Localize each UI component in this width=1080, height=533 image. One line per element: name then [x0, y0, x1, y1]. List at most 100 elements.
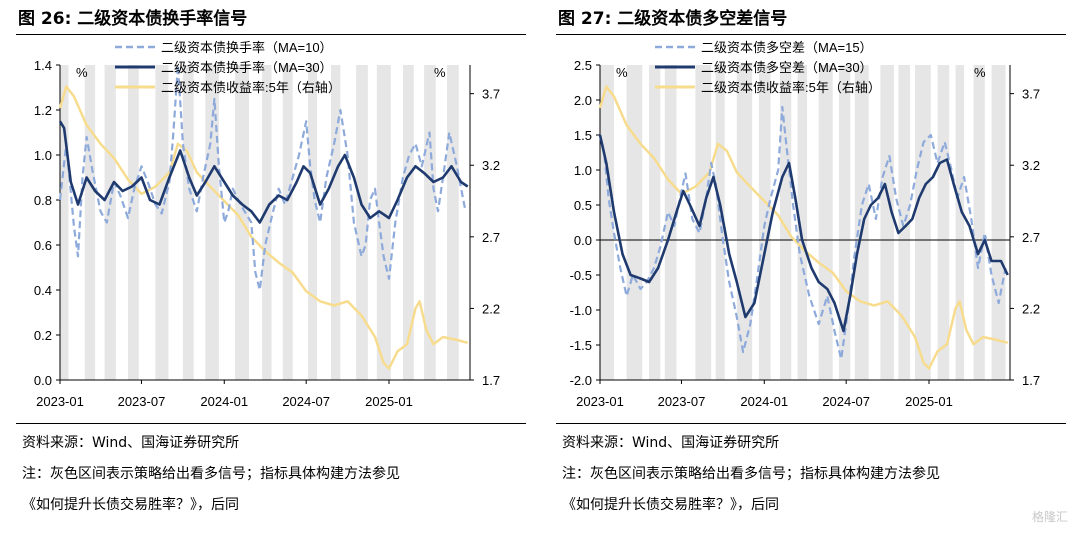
left-tick-label: 1.0	[574, 163, 592, 178]
left-tick-label: -1.0	[570, 303, 592, 318]
method-note-line2: 《如何提升长债交易胜率？》，后同	[562, 497, 779, 513]
figure-title-text: 二级资本债换手率信号	[77, 9, 248, 29]
shaded-period-15	[915, 65, 931, 380]
right-tick-label: 2.7	[1022, 230, 1040, 245]
turnover-chart: 0.0 0.2 0.4 0.6 0.8 1.0 1.2 1.4 1.7 2.2 2.7 3.2 3.7 2…	[34, 40, 500, 409]
right-tick-label: 3.7	[1022, 87, 1040, 102]
right-tick-label: 2.2	[1022, 301, 1040, 316]
shaded-period-5	[715, 65, 725, 380]
x-tick-label: 2023-01	[36, 394, 84, 409]
series-line-long	[58, 120, 469, 224]
right-tick-label: 3.7	[482, 87, 500, 102]
shaded-period-14	[898, 65, 911, 380]
figure-26-panel: 图 26: 二级资本债换手率信号 0.0 0.2 0.4 0.6 0.8 1.0 1.2 1.…	[16, 4, 526, 513]
x-tick-label: 2024-01	[740, 394, 788, 409]
x-tick-label: 2025-01	[365, 394, 413, 409]
title-rule-bottom	[16, 423, 526, 424]
x-tick-label: 2024-07	[822, 394, 870, 409]
source-note: 资料来源：Wind、国海证券研究所	[22, 435, 240, 451]
shaded-period-10	[818, 65, 833, 380]
series-line-short	[598, 105, 1007, 361]
right-tick-label: 3.2	[1022, 158, 1040, 173]
series-line-short	[58, 63, 467, 292]
shaded-period-0	[600, 65, 614, 380]
right-tick-label: 3.2	[482, 158, 500, 173]
left-tick-label: -2.0	[570, 373, 592, 388]
shaded-period-18	[973, 65, 985, 380]
legend-label-long: 二级资本债换手率（MA=30）	[161, 60, 333, 75]
title-rule-top	[16, 34, 526, 35]
right-unit-label: %	[974, 65, 986, 80]
legend-label-long: 二级资本债多空差（MA=30）	[701, 60, 873, 75]
shaded-period-6	[205, 65, 219, 380]
series-line-long	[598, 134, 1009, 333]
shaded-period-3	[127, 65, 139, 380]
shaded-period-0	[60, 65, 69, 380]
shaded-period-11	[330, 65, 341, 380]
shaded-period-12	[356, 65, 368, 380]
shaded-period-16	[937, 65, 950, 380]
x-tick-label: 2025-01	[905, 394, 953, 409]
left-tick-label: 0.4	[34, 283, 52, 298]
figure-title: 图 26: 二级资本债换手率信号	[18, 4, 247, 29]
right-tick-label: 1.7	[482, 373, 500, 388]
left-tick-label: 2.0	[574, 93, 592, 108]
watermark: 格隆汇	[1031, 510, 1068, 524]
shaded-period-4	[155, 65, 169, 380]
shaded-period-1	[84, 65, 96, 380]
shaded-period-8	[780, 65, 792, 380]
method-note-line1: 注：灰色区间表示策略给出看多信号；指标具体构建方法参见	[562, 466, 940, 482]
shaded-period-4	[695, 65, 712, 380]
shaded-period-5	[182, 65, 194, 380]
shaded-period-17	[955, 65, 965, 380]
shaded-period-15	[424, 65, 436, 380]
left-unit-label: %	[616, 65, 628, 80]
left-tick-label: 0.0	[574, 233, 592, 248]
source-note: 资料来源：Wind、国海证券研究所	[562, 435, 780, 451]
shaded-period-6	[736, 65, 753, 380]
x-tick-label: 2024-07	[282, 394, 330, 409]
legend-label-short: 二级资本债换手率（MA=10）	[161, 40, 333, 55]
x-tick-label: 2023-07	[118, 394, 166, 409]
left-tick-label: 1.5	[574, 128, 592, 143]
legend: 二级资本债多空差（MA=15） 二级资本债多空差（MA=30） 二级资本债收益率:5…	[655, 40, 881, 95]
right-tick-label: 2.2	[482, 301, 500, 316]
figure-label: 图 26:	[18, 9, 72, 29]
shaded-period-9	[282, 65, 293, 380]
left-tick-label: 0.0	[34, 373, 52, 388]
legend-label-yield: 二级资本债收益率:5年（右轴）	[701, 80, 881, 95]
x-tick-label: 2023-07	[658, 394, 706, 409]
legend-label-short: 二级资本债多空差（MA=15）	[701, 40, 873, 55]
legend: 二级资本债换手率（MA=10） 二级资本债换手率（MA=30） 二级资本债收益率:5…	[115, 40, 341, 95]
shaded-period-14	[402, 65, 414, 380]
legend-label-yield: 二级资本债收益率:5年（右轴）	[161, 80, 341, 95]
shaded-period-1	[626, 65, 643, 380]
left-tick-label: -0.5	[570, 268, 592, 283]
shaded-period-3	[664, 65, 677, 380]
series-line-yield	[58, 85, 469, 370]
shaded-period-10	[307, 65, 317, 380]
left-tick-label: 1.2	[34, 103, 52, 118]
x-tick-label: 2024-01	[200, 394, 248, 409]
shaded-period-2	[104, 65, 116, 380]
title-rule-top	[556, 34, 1066, 35]
shaded-period-2	[649, 65, 661, 380]
left-tick-label: 2.5	[574, 58, 592, 73]
left-tick-label: -1.5	[570, 338, 592, 353]
left-tick-label: 0.8	[34, 193, 52, 208]
x-tick-label: 2023-01	[576, 394, 624, 409]
figure-title: 图 27: 二级资本债多空差信号	[558, 4, 787, 29]
right-unit-label: %	[434, 65, 446, 80]
shaded-period-16	[447, 65, 459, 380]
left-unit-label: %	[76, 65, 88, 80]
signal-shading	[600, 65, 1006, 380]
figure-label: 图 27:	[558, 9, 612, 29]
long-short-spread-chart: -2.0 -1.5 -1.0 -0.5 0.0 0.5 1.0 1.5 2.0 2.5 1.7 2.2…	[570, 40, 1040, 409]
left-tick-label: 0.2	[34, 328, 52, 343]
method-note-line1: 注：灰色区间表示策略给出看多信号；指标具体构建方法参见	[22, 466, 400, 482]
left-tick-label: 0.6	[34, 238, 52, 253]
shaded-period-9	[797, 65, 808, 380]
shaded-period-8	[262, 65, 272, 380]
right-tick-label: 2.7	[482, 230, 500, 245]
left-tick-label: 1.4	[34, 58, 52, 73]
